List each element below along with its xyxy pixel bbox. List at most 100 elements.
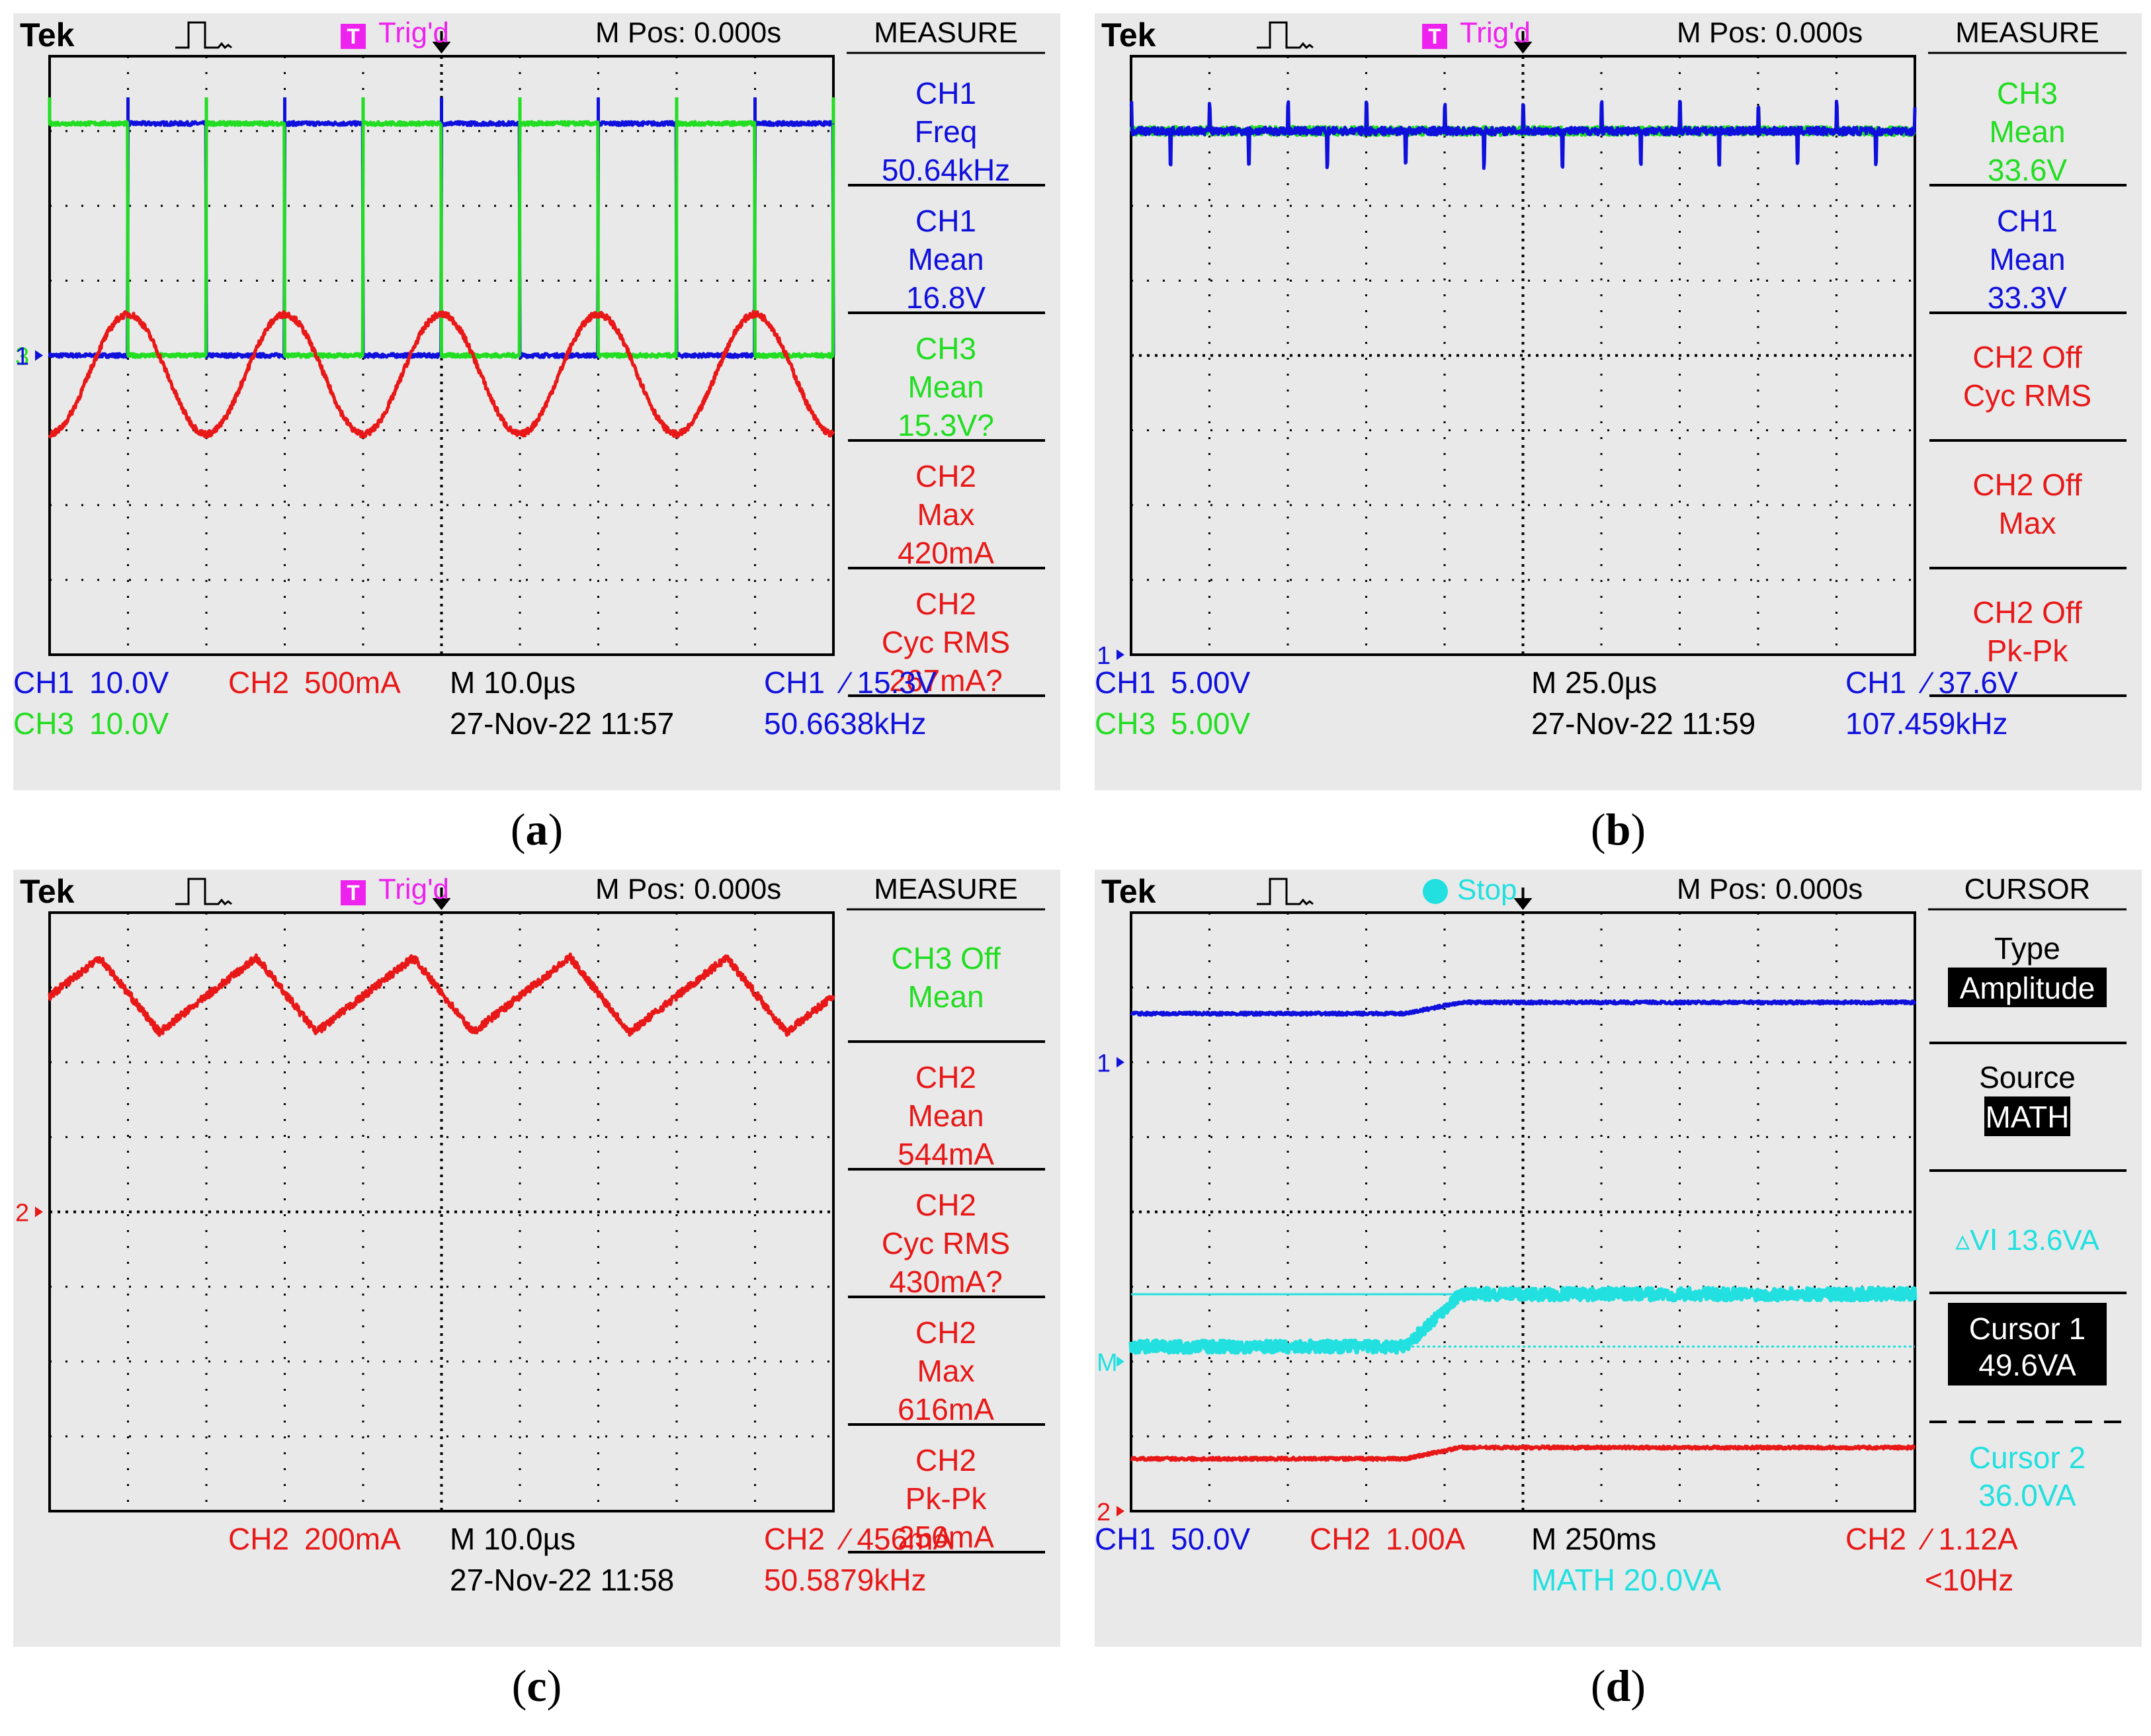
status-readout: 500mA bbox=[304, 665, 401, 700]
channel-ground-marker: 2 bbox=[1097, 1499, 1111, 1526]
status-readout: M 25.0µs bbox=[1531, 665, 1657, 700]
measurement-line: Mean bbox=[907, 370, 984, 404]
measurement-line: 430mA? bbox=[889, 1264, 1002, 1299]
acquisition-pulse-icon bbox=[175, 21, 232, 50]
trace-ch2 bbox=[48, 310, 835, 439]
caption-d-letter: d bbox=[1605, 1661, 1631, 1711]
measurement-line: CH1 bbox=[1997, 204, 2058, 238]
measurement-line: CH3 bbox=[915, 331, 976, 366]
status-readout: <10Hz bbox=[1925, 1563, 2013, 1597]
trigger-status-icon-letter: T bbox=[1428, 24, 1441, 48]
status-readout: CH2 bbox=[764, 1522, 825, 1556]
measurement-line: 616mA bbox=[898, 1392, 994, 1426]
status-readout: CH3 bbox=[1095, 706, 1156, 741]
status-readout: CH1 bbox=[1095, 665, 1156, 700]
horizontal-position: M Pos: 0.000s bbox=[1677, 17, 1863, 49]
measurement-line: Mean bbox=[907, 242, 984, 276]
measurement-line: Cyc RMS bbox=[882, 625, 1010, 659]
caption-b: (b) bbox=[1590, 804, 1646, 854]
status-readout: CH2 bbox=[1845, 1522, 1906, 1556]
channel-marker-arrow bbox=[1117, 649, 1124, 660]
panel-a: Tek T Trig'd M Pos: 0.000s MEASURE CH1 Freq 50.… bbox=[13, 13, 1060, 790]
status-readout: 50.0V bbox=[1171, 1522, 1251, 1556]
trigger-position-icon bbox=[1513, 898, 1533, 910]
measurement-line: Pk-Pk bbox=[1987, 634, 2069, 668]
brand-logo: Tek bbox=[20, 17, 75, 54]
measurement-line: Mean bbox=[907, 979, 984, 1014]
trace-math bbox=[1128, 1286, 1918, 1355]
cursor1-box bbox=[1948, 1303, 2107, 1385]
measurement-line: Mean bbox=[907, 1098, 984, 1133]
measurement-line: CH2 bbox=[915, 1315, 976, 1350]
cursor2-value: 36.0VA bbox=[1978, 1478, 2076, 1512]
status-readout: CH2 bbox=[1310, 1522, 1371, 1556]
scope-screen-c: Tek T Trig'd M Pos: 0.000s MEASURE CH3 Off Mea… bbox=[15, 873, 1045, 1597]
scope-screen-b: Tek T Trig'd M Pos: 0.000s MEASURE CH3 Mean 33.… bbox=[1095, 17, 2127, 741]
trace-ch2 bbox=[48, 952, 835, 1037]
cursor-source-label: Source bbox=[1979, 1060, 2076, 1095]
measurement-line: 15.3V? bbox=[898, 408, 994, 442]
horizontal-position: M Pos: 0.000s bbox=[1677, 873, 1863, 905]
status-readout: 107.459kHz bbox=[1845, 706, 2008, 741]
caption-b-letter: b bbox=[1605, 804, 1631, 854]
measurement-line: 33.6V bbox=[1988, 153, 2068, 187]
measurement-line: 16.8V bbox=[906, 280, 986, 315]
status-readout: 10.0V bbox=[89, 706, 169, 741]
cursor-type-value: Amplitude bbox=[1960, 971, 2095, 1005]
status-readout: 1.00A bbox=[1386, 1522, 1466, 1556]
status-readout: ∕ 456mA bbox=[837, 1522, 954, 1556]
cursor-type-value-box bbox=[1948, 968, 2107, 1007]
measurement-line: CH2 bbox=[915, 587, 976, 621]
trigger-position-icon bbox=[432, 42, 451, 54]
panel-c: Tek T Trig'd M Pos: 0.000s MEASURE CH3 Off Mea… bbox=[13, 870, 1060, 1647]
acquisition-pulse-icon bbox=[1257, 21, 1314, 50]
measurement-line: CH3 Off bbox=[891, 941, 1001, 975]
channel-ground-marker: 1 bbox=[1097, 1050, 1111, 1077]
measurement-line: 33.3V bbox=[1988, 280, 2068, 315]
sidebar-title: MEASURE bbox=[874, 17, 1018, 49]
status-readout: ∕ 1.12A bbox=[1918, 1522, 2018, 1556]
horizontal-position: M Pos: 0.000s bbox=[595, 17, 781, 49]
caption-a: (a) bbox=[510, 804, 564, 854]
status-readout: CH2 bbox=[228, 665, 289, 700]
cursor1-label: Cursor 1 bbox=[1969, 1311, 2086, 1346]
status-readout: 27-Nov-22 11:58 bbox=[450, 1563, 674, 1597]
channel-ground-marker: 1 bbox=[15, 343, 29, 371]
status-readout: 5.00V bbox=[1171, 706, 1251, 741]
measurement-line: Mean bbox=[1989, 114, 2065, 149]
status-readout: 10.0V bbox=[89, 665, 169, 700]
status-readout: M 10.0µs bbox=[450, 665, 575, 700]
channel-marker-arrow bbox=[1117, 1506, 1124, 1516]
trigger-status-icon bbox=[341, 24, 366, 49]
cursor-source-value: MATH bbox=[1986, 1100, 2070, 1134]
trigger-position-icon bbox=[1513, 42, 1533, 54]
trigger-status: Trig'd bbox=[1460, 17, 1531, 49]
status-readout: MATH 20.0VA bbox=[1531, 1563, 1721, 1597]
trigger-status-icon bbox=[341, 880, 366, 905]
trace-ch1 bbox=[1129, 99, 1917, 170]
acquisition-status: Stop bbox=[1457, 874, 1517, 906]
measurement-line: Max bbox=[917, 1354, 975, 1388]
channel-marker-arrow bbox=[1117, 1356, 1124, 1367]
measurement-line: CH2 bbox=[915, 1443, 976, 1477]
status-readout: CH1 bbox=[1845, 665, 1906, 700]
trigger-position-icon bbox=[432, 898, 451, 910]
status-readout: 50.5879kHz bbox=[764, 1563, 927, 1597]
stop-status-icon bbox=[1423, 879, 1448, 904]
panel-d: Tek Stop M Pos: 0.000s CURSOR Type Amplitude S… bbox=[1095, 870, 2142, 1647]
status-readout: CH2 bbox=[228, 1522, 289, 1556]
cursor-delta: ▵VⅠ 13.6VA bbox=[1955, 1224, 2099, 1257]
measurement-line: CH2 bbox=[915, 1060, 976, 1095]
trace-ch3 bbox=[48, 120, 835, 359]
status-readout: M 10.0µs bbox=[450, 1522, 575, 1556]
channel-ground-marker: 1 bbox=[1097, 642, 1111, 670]
channel-ground-marker: 3 bbox=[15, 343, 29, 371]
acquisition-pulse-icon bbox=[1257, 878, 1314, 906]
measurement-line: Cyc RMS bbox=[1963, 378, 2091, 413]
measurement-line: CH2 bbox=[915, 459, 976, 493]
measurement-line: 256mA bbox=[898, 1520, 994, 1554]
measurement-line: CH2 Off bbox=[1972, 595, 2082, 630]
status-readout: 27-Nov-22 11:59 bbox=[1531, 706, 1755, 741]
channel-marker-arrow bbox=[35, 1206, 43, 1218]
brand-logo: Tek bbox=[20, 873, 75, 910]
